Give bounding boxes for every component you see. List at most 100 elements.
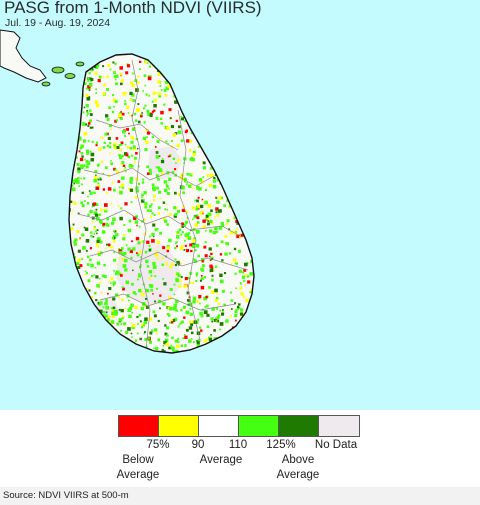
ndvi-pixel [186, 291, 190, 295]
ndvi-pixel [143, 218, 146, 221]
ndvi-pixel [190, 249, 193, 253]
ndvi-pixel [119, 66, 123, 70]
ndvi-pixel [176, 230, 180, 234]
ndvi-pixel [218, 226, 223, 230]
ndvi-pixel [151, 329, 154, 332]
ndvi-pixel [151, 135, 155, 139]
ndvi-pixel [167, 143, 169, 145]
ndvi-pixel [86, 96, 91, 100]
ndvi-pixel [155, 174, 159, 178]
ndvi-pixel [210, 173, 214, 178]
ndvi-pixel [148, 65, 152, 68]
ndvi-pixel [94, 266, 97, 269]
ndvi-pixel [152, 187, 156, 192]
ndvi-pixel [154, 263, 157, 266]
ndvi-pixel [197, 204, 201, 209]
ndvi-pixel [129, 249, 133, 253]
ndvi-pixel [73, 182, 76, 185]
ndvi-pixel [127, 155, 131, 159]
ndvi-pixel [182, 205, 185, 208]
ndvi-pixel [140, 306, 144, 311]
ndvi-pixel [205, 229, 207, 232]
ndvi-pixel [102, 92, 106, 95]
ndvi-pixel [221, 259, 224, 262]
ndvi-pixel [215, 207, 219, 211]
ndvi-pixel [218, 210, 221, 213]
ndvi-pixel [77, 177, 80, 180]
ndvi-pixel [89, 191, 93, 195]
ndvi-pixel [128, 187, 132, 191]
ndvi-pixel [113, 258, 116, 262]
district-boundary [99, 293, 237, 311]
ndvi-pixel [188, 339, 192, 343]
ndvi-pixel [144, 317, 148, 321]
ndvi-pixel [178, 228, 182, 231]
ndvi-pixel [189, 139, 193, 143]
ndvi-pixel [205, 215, 209, 218]
ndvi-pixel [99, 309, 103, 314]
ndvi-pixel [113, 188, 116, 192]
ndvi-pixel [78, 150, 81, 153]
ndvi-pixel [209, 167, 213, 170]
ndvi-pixel [177, 274, 181, 277]
ndvi-pixel [83, 200, 86, 202]
ndvi-pixel [200, 204, 204, 209]
ndvi-pixel [225, 319, 229, 323]
ndvi-pixel [141, 196, 143, 198]
ndvi-pixel [173, 214, 177, 218]
ndvi-pixel [157, 206, 161, 210]
ndvi-pixel [127, 308, 131, 312]
ndvi-pixel [146, 265, 150, 268]
ndvi-pixel [95, 92, 98, 94]
ndvi-pixel [160, 159, 165, 164]
ndvi-pixel [193, 237, 196, 240]
district-boundaries [77, 59, 249, 351]
ndvi-pixel [87, 213, 90, 216]
ndvi-pixel [164, 94, 168, 97]
ndvi-pixel [165, 86, 169, 91]
ndvi-pixel [137, 81, 140, 84]
ndvi-pixel [184, 277, 188, 281]
ndvi-pixel [120, 329, 122, 332]
ndvi-pixel [159, 85, 162, 87]
ndvi-pixel [169, 321, 172, 324]
ndvi-pixel [140, 114, 143, 118]
ndvi-pixel [99, 221, 103, 224]
ndvi-pixel [87, 124, 90, 127]
ndvi-pixel [219, 273, 223, 277]
ndvi-pixel [190, 132, 193, 134]
ndvi-pixel [171, 140, 173, 142]
ndvi-pixel [106, 144, 109, 147]
ndvi-pixel [244, 262, 248, 267]
ndvi-pixel [81, 258, 83, 260]
ndvi-pixel [120, 309, 124, 313]
ndvi-pixel [154, 328, 158, 332]
ndvi-pixel [131, 154, 134, 157]
ndvi-pixel [192, 282, 194, 284]
ndvi-pixel [97, 79, 101, 83]
ndvi-pixel [202, 161, 206, 165]
ndvi-pixel [143, 332, 146, 335]
ndvi-pixel [121, 154, 124, 158]
ndvi-pixel [125, 170, 127, 173]
ndvi-pixel [69, 200, 73, 203]
ndvi-pixel [166, 334, 169, 337]
ndvi-pixel [105, 299, 108, 302]
ndvi-pixel [207, 212, 212, 217]
ndvi-pixel [209, 259, 212, 261]
ndvi-pixel [235, 230, 237, 233]
ndvi-pixel [175, 278, 179, 283]
ndvi-pixel [86, 114, 88, 117]
ndvi-pixel [86, 161, 91, 165]
ndvi-pixel [112, 240, 116, 243]
ndvi-pixel [202, 219, 206, 223]
ndvi-pixel [166, 126, 170, 131]
ndvi-pixel [172, 318, 176, 322]
ndvi-pixel [86, 151, 90, 155]
ndvi-pixel [79, 264, 83, 268]
ndvi-pixel [146, 306, 149, 309]
sri-lanka-coastline [68, 53, 255, 354]
ndvi-pixel [105, 192, 108, 194]
ndvi-pixel [121, 186, 125, 189]
ndvi-pixel [175, 319, 178, 321]
